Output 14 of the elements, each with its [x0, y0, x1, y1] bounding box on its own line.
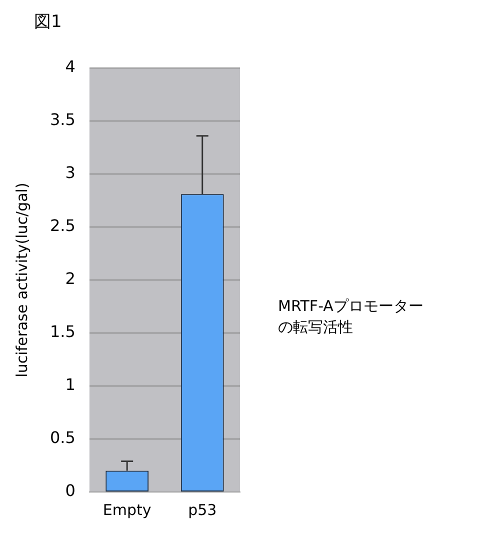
y-tick-label: 3.5: [50, 110, 76, 130]
chart-title: 図1: [34, 11, 62, 33]
x-tick-label: Empty: [102, 500, 152, 519]
y-tick-label: 0: [65, 481, 76, 500]
y-tick-label: 3: [65, 163, 76, 182]
y-tick-label: 2: [65, 269, 76, 288]
x-tick-label: p53: [188, 500, 217, 519]
y-tick-label: 4: [65, 57, 76, 76]
y-tick-label: 1: [65, 375, 76, 394]
y-tick-label: 1.5: [50, 322, 76, 342]
y-tick-label: 2.5: [50, 216, 76, 236]
y-tick-label: 0.5: [50, 428, 76, 448]
y-axis-title: luciferase activity(luc/gal): [12, 182, 31, 378]
text: MRTF-Aプロモーターの転写活性: [278, 296, 424, 338]
